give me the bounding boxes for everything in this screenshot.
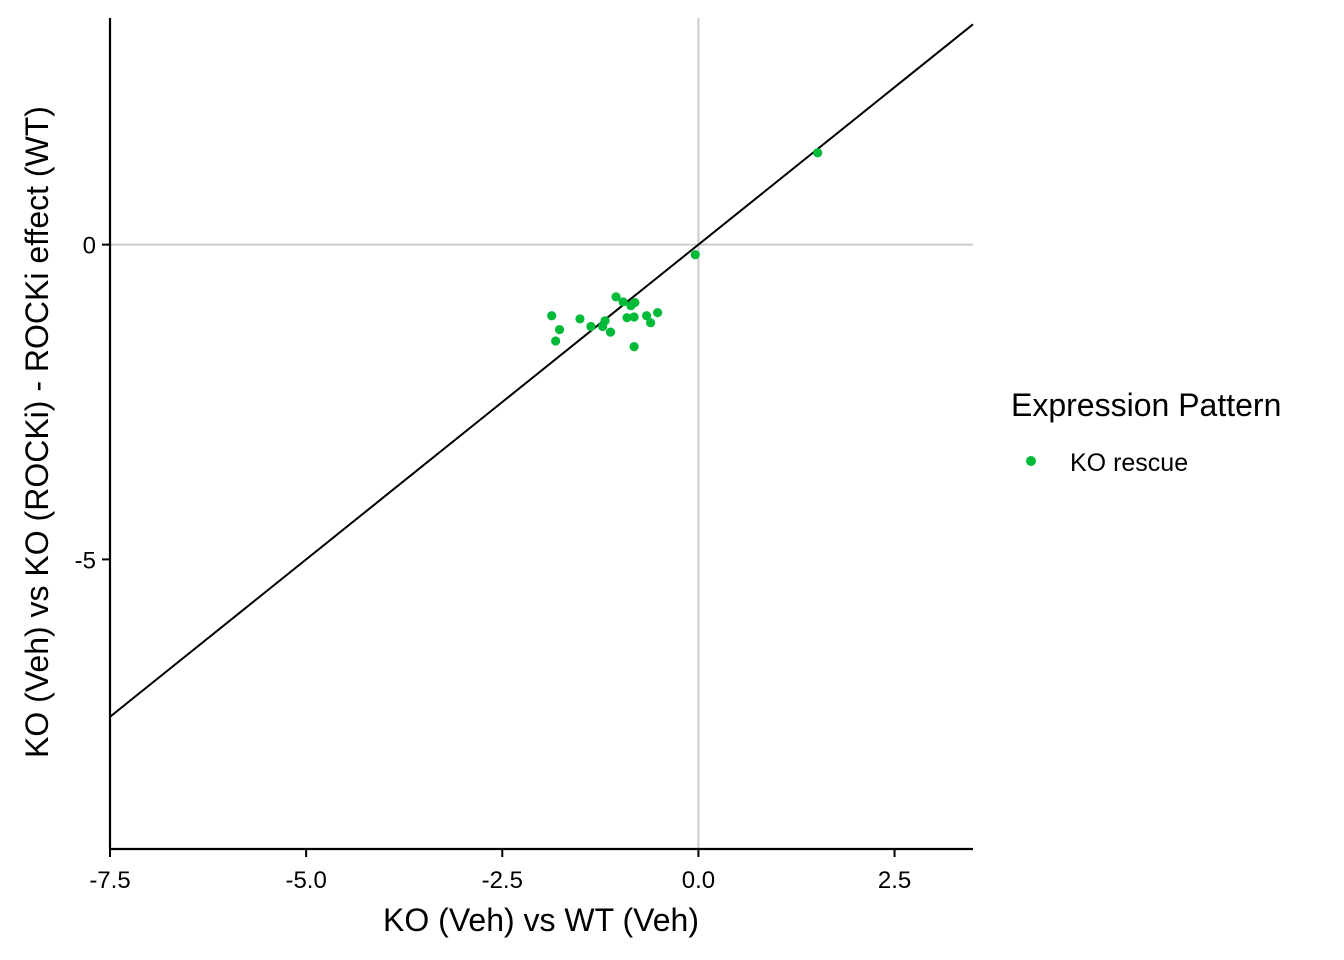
data-point [611,292,621,302]
data-point [690,250,700,260]
legend-label-ko-rescue: KO rescue [1070,449,1188,477]
y-axis-title: KO (Veh) vs KO (ROCKi) - ROCKi effect (W… [19,106,55,758]
data-point [629,342,639,352]
data-point [653,308,663,318]
x-axis-ticks: -7.5 -5.0 -2.5 0.0 2.5 [89,849,911,894]
data-point [645,318,656,328]
data-point [547,311,557,321]
legend-key-ko-rescue [1026,456,1036,466]
data-point [575,314,585,324]
data-point [813,148,823,158]
y-tick-label: 0 [83,233,96,260]
legend: Expression Pattern KO rescue [1011,387,1281,477]
x-tick-label: 0.0 [682,867,715,894]
identity-line [109,23,974,718]
x-tick-label: -5.0 [285,867,326,894]
data-point [551,336,561,346]
data-point [554,325,565,335]
data-point [618,297,628,307]
data-point [600,316,610,326]
data-point [642,311,652,321]
x-tick-label: -2.5 [482,867,523,894]
data-point [630,297,640,308]
x-tick-label: 2.5 [878,867,911,894]
y-tick-label: -5 [75,547,96,574]
data-points [547,148,823,352]
data-point [605,327,616,337]
data-point [629,312,639,322]
data-point [622,313,632,323]
data-point [586,321,596,332]
x-tick-label: -7.5 [89,867,130,894]
y-axis-ticks: 0 -5 [75,233,110,574]
legend-title: Expression Pattern [1011,387,1281,423]
x-axis-title: KO (Veh) vs WT (Veh) [383,902,699,938]
